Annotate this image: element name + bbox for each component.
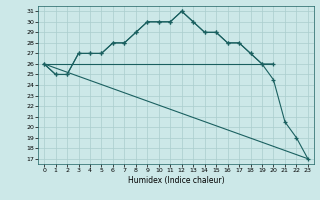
X-axis label: Humidex (Indice chaleur): Humidex (Indice chaleur) bbox=[128, 176, 224, 185]
